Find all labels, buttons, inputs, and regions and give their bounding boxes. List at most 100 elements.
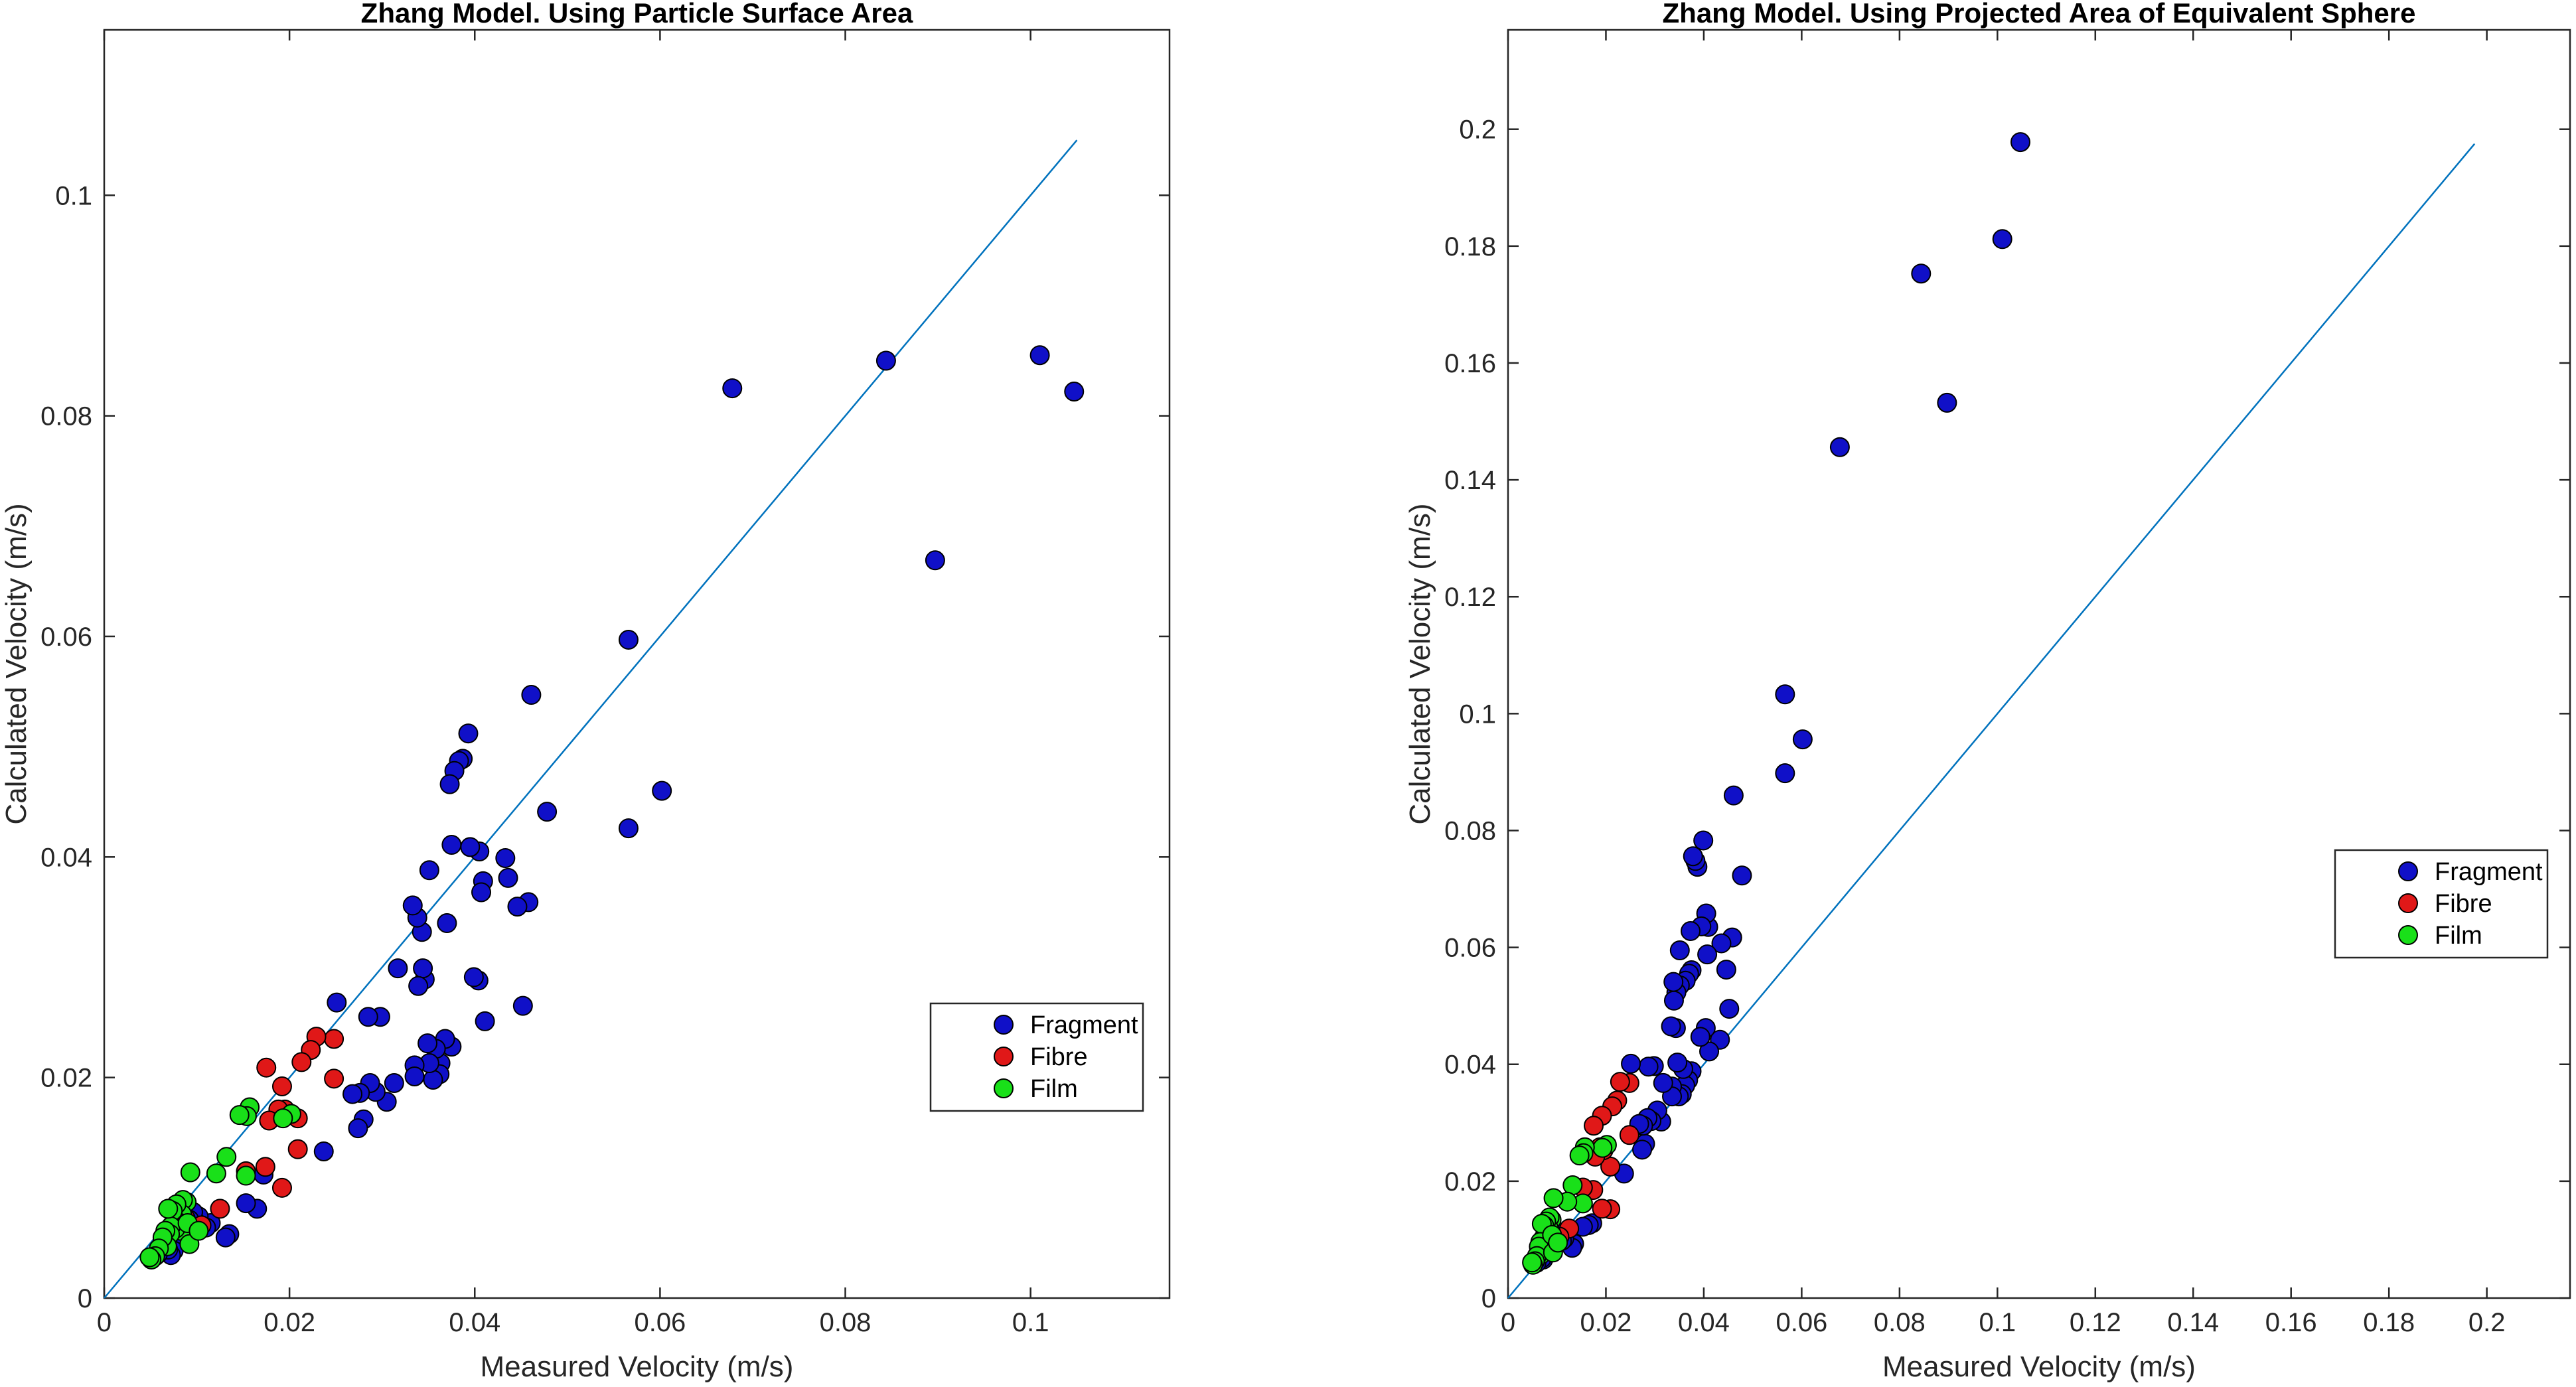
point-fragment — [1732, 865, 1752, 886]
point-fragment — [521, 685, 542, 705]
point-film — [1592, 1137, 1613, 1158]
x-tick-label: 0.12 — [2070, 1308, 2121, 1337]
point-film — [1548, 1232, 1568, 1253]
point-fragment — [402, 895, 423, 916]
point-fragment — [1029, 345, 1050, 366]
point-fragment — [460, 837, 481, 857]
point-fragment — [618, 629, 639, 650]
y-tick-label: 0.2 — [1459, 115, 1496, 145]
point-fibre — [210, 1199, 230, 1219]
point-fibre — [1619, 1125, 1639, 1145]
x-tick-label: 0.04 — [449, 1308, 500, 1337]
y-axis-label: Calculated Velocity (m/s) — [1404, 503, 1436, 824]
point-fibre — [271, 1177, 292, 1198]
point-fragment — [1621, 1053, 1641, 1074]
legend-marker-film — [2398, 925, 2418, 945]
point-fragment — [1653, 1072, 1673, 1093]
point-fragment — [348, 1118, 368, 1139]
point-fibre — [1584, 1116, 1604, 1136]
point-fibre — [1610, 1072, 1630, 1092]
point-fragment — [384, 1072, 404, 1093]
x-tick-label: 0.1 — [1979, 1308, 2016, 1337]
point-fragment — [388, 958, 408, 979]
point-fragment — [722, 378, 743, 399]
point-fragment — [1775, 684, 1795, 705]
x-tick-label: 0.06 — [1776, 1308, 1827, 1337]
point-fragment — [408, 976, 429, 996]
legend-label-fragment: Fragment — [2435, 858, 2543, 886]
point-fragment — [495, 847, 516, 868]
x-axis-label: Measured Velocity (m/s) — [481, 1350, 794, 1383]
x-tick-label: 0.18 — [2363, 1308, 2415, 1337]
point-fragment — [652, 780, 672, 801]
legend-box — [929, 1002, 1144, 1112]
point-fragment — [1064, 382, 1085, 402]
x-tick-label: 0.14 — [2167, 1308, 2219, 1337]
legend-label-film: Film — [1030, 1075, 1078, 1103]
point-fragment — [404, 1066, 425, 1086]
point-fibre — [324, 1068, 344, 1089]
point-fragment — [437, 913, 457, 934]
point-fragment — [1693, 830, 1714, 851]
x-tick-label: 0.08 — [1874, 1308, 1926, 1337]
point-fragment — [358, 1007, 378, 1027]
point-fragment — [236, 1193, 256, 1214]
y-tick-label: 0.08 — [1444, 816, 1496, 845]
legend-label-fibre: Fibre — [2435, 890, 2492, 918]
y-axis-label: Calculated Velocity (m/s) — [0, 503, 33, 824]
y-tick-label: 0.04 — [1444, 1051, 1496, 1080]
reference-line-y-equals-x — [104, 139, 1078, 1299]
point-fragment — [417, 1033, 438, 1054]
series-film — [139, 1097, 301, 1270]
point-fragment — [925, 550, 945, 571]
y-tick-label: 0.14 — [1444, 466, 1496, 495]
point-film — [273, 1108, 293, 1129]
point-fibre — [256, 1057, 277, 1078]
series-film — [1522, 1135, 1617, 1275]
point-fragment — [1775, 763, 1795, 784]
point-film — [180, 1162, 200, 1183]
legend-box — [2334, 849, 2549, 959]
point-film — [216, 1147, 237, 1167]
point-fragment — [413, 958, 433, 979]
point-fragment — [507, 897, 528, 917]
point-film — [1569, 1145, 1590, 1166]
point-fragment — [1699, 1041, 1720, 1062]
point-fragment — [475, 1011, 495, 1031]
y-tick-label: 0 — [1481, 1284, 1496, 1313]
point-fragment — [618, 818, 639, 839]
x-tick-label: 0.02 — [264, 1308, 315, 1337]
y-tick-label: 0.1 — [55, 181, 92, 210]
x-axis-label: Measured Velocity (m/s) — [1882, 1350, 2196, 1383]
y-tick-label: 0.08 — [40, 402, 92, 431]
point-fragment — [498, 867, 518, 888]
point-fragment — [1690, 1027, 1710, 1047]
chart-title: Zhang Model. Using Particle Surface Area — [361, 0, 913, 29]
point-fragment — [327, 992, 347, 1013]
point-fibre — [287, 1139, 308, 1159]
point-fibre — [1592, 1199, 1612, 1219]
y-tick-label: 0.1 — [1459, 699, 1496, 729]
legend-marker-fibre — [2398, 893, 2418, 913]
legend-marker-fragment — [2398, 861, 2418, 881]
point-fragment — [1667, 1053, 1688, 1073]
x-tick-label: 0.2 — [2468, 1308, 2506, 1337]
point-fragment — [342, 1084, 363, 1104]
point-film — [1522, 1252, 1543, 1273]
point-fragment — [423, 1069, 443, 1090]
y-tick-label: 0.02 — [1444, 1167, 1496, 1197]
legend-marker-fibre — [994, 1047, 1014, 1066]
point-fragment — [439, 774, 460, 794]
point-fragment — [313, 1141, 334, 1161]
chart-title: Zhang Model. Using Projected Area of Equ… — [1663, 0, 2416, 29]
point-fragment — [1661, 1016, 1681, 1037]
point-fragment — [1992, 229, 2012, 250]
x-tick-label: 0.16 — [2265, 1308, 2317, 1337]
y-tick-label: 0.04 — [40, 843, 92, 872]
point-film — [206, 1163, 226, 1184]
point-fragment — [1632, 1139, 1653, 1160]
axes-frame — [103, 29, 1171, 1299]
x-tick-label: 0 — [97, 1308, 112, 1337]
point-fragment — [419, 860, 439, 881]
